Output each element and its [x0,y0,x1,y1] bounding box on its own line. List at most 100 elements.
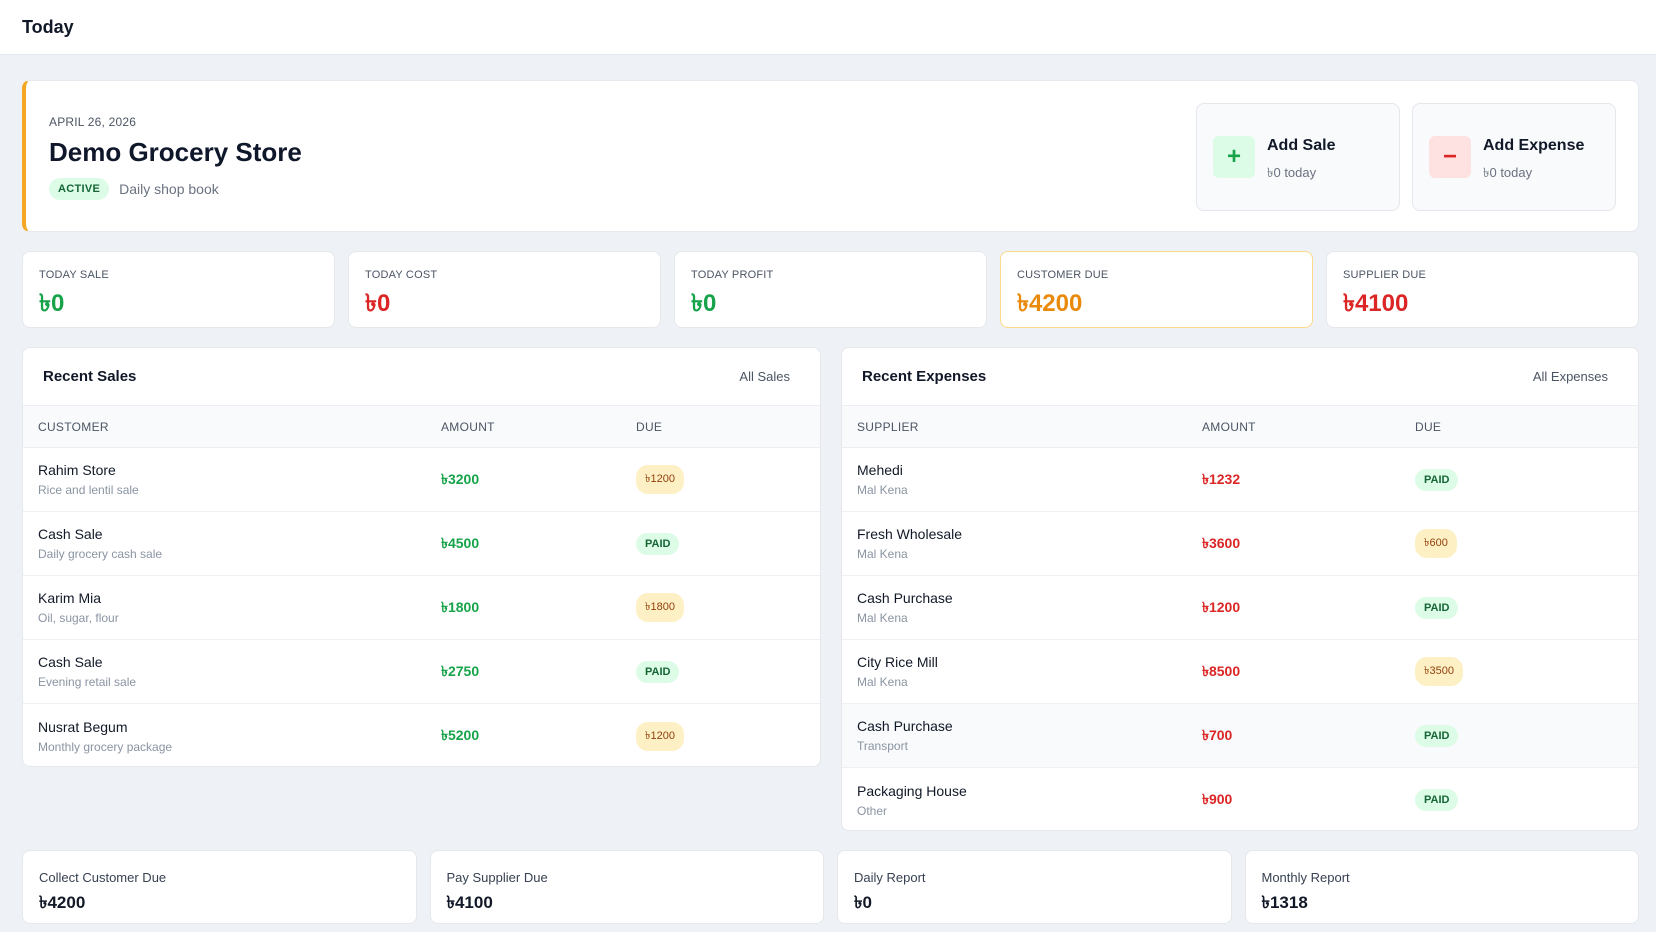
stat-today-cost: TODAY COST ৳0 [348,251,661,328]
column-header-supplier: SUPPLIER [857,419,919,434]
quick-link-label: Monthly Report [1261,870,1350,885]
table-row[interactable]: Cash Purchase Mal Kena ৳1200 PAID [842,576,1638,640]
all-sales-link[interactable]: All Sales [739,369,790,384]
paid-badge: PAID [636,660,680,683]
table-row[interactable]: Cash Sale Evening retail sale ৳2750 PAID [23,640,820,704]
stat-value: ৳0 [39,290,65,317]
stat-label: TODAY PROFIT [691,269,774,281]
plus-icon: + [1213,136,1255,178]
table-row[interactable]: Fresh Wholesale Mal Kena ৳3600 ৳600 [842,512,1638,576]
daily-report-card[interactable]: Daily Report ৳0 [837,850,1232,924]
due-badge: ৳1200 [636,465,684,494]
monthly-report-card[interactable]: Monthly Report ৳1318 [1244,850,1639,924]
quick-link-value: ৳4200 [39,893,86,912]
table-row[interactable]: Cash Purchase Transport ৳700 PAID [842,704,1638,768]
quick-link-value: ৳0 [854,893,872,912]
expense-description: Transport [857,739,908,753]
add-expense-label: Add Expense [1483,137,1585,154]
expense-amount: ৳1232 [1202,470,1241,487]
customer-name: Cash Sale [38,526,103,542]
store-status-row: ACTIVE Daily shop book [49,178,219,200]
table-header: CUSTOMER AMOUNT DUE [23,406,820,448]
pay-supplier-due-card[interactable]: Pay Supplier Due ৳4100 [429,850,824,924]
due-badge: ৳600 [1415,529,1457,558]
expense-amount: ৳8500 [1202,662,1241,679]
table-row[interactable]: Karim Mia Oil, sugar, flour ৳1800 ৳1800 [23,576,820,640]
stat-value: ৳4200 [1017,290,1083,317]
paid-badge: PAID [1415,596,1459,619]
column-header-due: DUE [1415,419,1442,434]
expense-description: Mal Kena [857,675,908,689]
table-row[interactable]: Nusrat Begum Monthly grocery package ৳520… [23,704,820,766]
stat-value: ৳4100 [1343,290,1409,317]
column-header-customer: CUSTOMER [38,419,109,434]
supplier-name: City Rice Mill [857,654,938,670]
paid-badge: PAID [636,532,680,555]
store-summary-card: APRIL 26, 2026 Demo Grocery Store ACTIVE… [22,80,1639,232]
supplier-name: Cash Purchase [857,718,953,734]
table-row[interactable]: Rahim Store Rice and lentil sale ৳3200 ৳1… [23,448,820,512]
column-header-amount: AMOUNT [441,419,495,434]
recent-expenses-title: Recent Expenses [862,368,987,385]
all-expenses-link[interactable]: All Expenses [1532,369,1608,384]
quick-links-row: Collect Customer Due ৳4200 Pay Supplier … [22,850,1639,924]
recent-expenses-panel: Recent Expenses All Expenses SUPPLIER AM… [841,347,1639,831]
customer-name: Nusrat Begum [38,718,128,735]
stat-value: ৳0 [365,290,391,317]
recent-expenses-header: Recent Expenses All Expenses [842,348,1638,406]
stat-label: TODAY COST [365,269,438,281]
table-header: SUPPLIER AMOUNT DUE [842,406,1638,448]
add-expense-button[interactable]: − Add Expense ৳0 today [1412,103,1616,211]
due-badge: ৳3500 [1415,657,1463,686]
collect-customer-due-card[interactable]: Collect Customer Due ৳4200 [22,850,417,924]
add-sale-button[interactable]: + Add Sale ৳0 today [1196,103,1400,211]
status-badge: ACTIVE [49,178,110,200]
paid-badge: PAID [1415,789,1459,811]
add-expense-today-total: ৳0 today [1483,165,1533,180]
sale-amount: ৳2750 [441,662,480,679]
customer-name: Rahim Store [38,462,116,478]
sale-description: Rice and lentil sale [38,483,139,497]
due-badge: ৳1800 [636,593,684,622]
top-bar: Today [0,0,1656,55]
recent-sales-title: Recent Sales [43,368,137,385]
column-header-due: DUE [636,419,663,434]
sale-amount: ৳5200 [441,727,480,743]
expense-description: Other [857,803,888,818]
current-date: APRIL 26, 2026 [49,115,137,129]
add-sale-label: Add Sale [1267,137,1336,154]
stats-row: TODAY SALE ৳0 TODAY COST ৳0 TODAY PROFIT… [22,251,1639,328]
quick-link-label: Collect Customer Due [39,870,167,885]
quick-link-value: ৳1318 [1261,893,1308,912]
stat-value: ৳0 [691,290,717,317]
add-sale-today-total: ৳0 today [1267,165,1317,180]
expense-amount: ৳1200 [1202,598,1241,615]
expense-amount: ৳3600 [1202,534,1241,551]
sale-amount: ৳1800 [441,598,480,615]
customer-name: Cash Sale [38,654,103,670]
quick-link-label: Daily Report [854,870,926,885]
sale-description: Daily grocery cash sale [38,547,163,561]
expense-description: Mal Kena [857,547,908,561]
quick-link-label: Pay Supplier Due [446,870,548,885]
sale-description: Monthly grocery package [38,739,173,754]
recent-sales-panel: Recent Sales All Sales CUSTOMER AMOUNT D… [22,347,821,767]
supplier-name: Cash Purchase [857,590,953,606]
store-subtitle: Daily shop book [119,181,219,197]
table-row[interactable]: Packaging House Other ৳900 PAID [842,768,1638,830]
expense-amount: ৳900 [1202,791,1233,807]
due-badge: ৳1200 [636,721,684,751]
sale-description: Oil, sugar, flour [38,611,119,625]
stat-today-profit: TODAY PROFIT ৳0 [674,251,987,328]
expense-amount: ৳700 [1202,726,1233,743]
table-row[interactable]: Cash Sale Daily grocery cash sale ৳4500 P… [23,512,820,576]
stat-today-sale: TODAY SALE ৳0 [22,251,335,328]
table-row[interactable]: Mehedi Mal Kena ৳1232 PAID [842,448,1638,512]
supplier-name: Packaging House [857,782,967,799]
sale-amount: ৳3200 [441,470,480,487]
recent-sales-header: Recent Sales All Sales [23,348,820,406]
table-row[interactable]: City Rice Mill Mal Kena ৳8500 ৳3500 [842,640,1638,704]
stat-supplier-due: SUPPLIER DUE ৳4100 [1326,251,1639,328]
supplier-name: Fresh Wholesale [857,526,963,542]
quick-link-value: ৳4100 [446,893,493,912]
